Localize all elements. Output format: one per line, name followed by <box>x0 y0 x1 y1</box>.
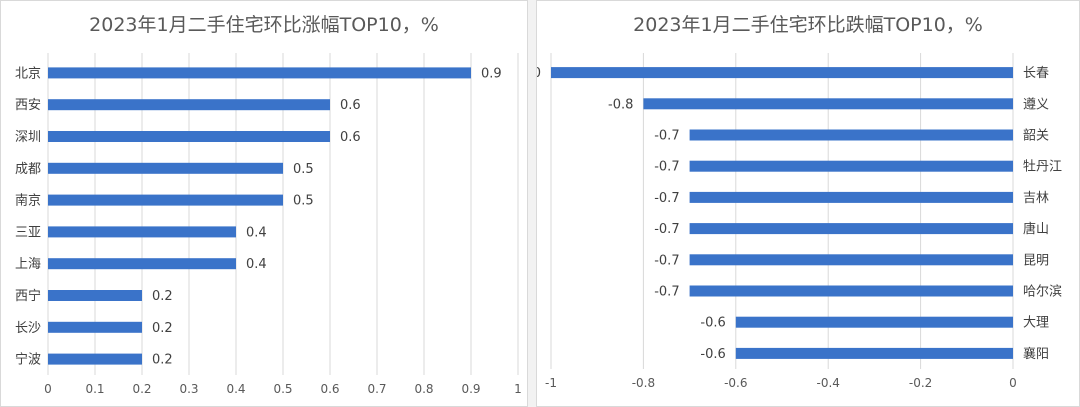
data-label: 0.9 <box>481 66 502 81</box>
category-label: 上海 <box>15 257 41 272</box>
data-label: 0.4 <box>246 257 267 272</box>
data-label: -0.7 <box>654 160 679 175</box>
data-label: 0.5 <box>293 194 314 209</box>
bar <box>689 129 1013 141</box>
category-label: 唐山 <box>1023 221 1049 237</box>
category-label: 西宁 <box>15 288 41 304</box>
increase-chart: 2023年1月二手住宅环比涨幅TOP10，% 0 0.1 0.2 0.3 0.4 0.5 0… <box>15 14 522 396</box>
data-label: -0.7 <box>654 129 679 144</box>
chart-panel-decrease: 2023年1月二手住宅环比跌幅TOP10，% -1 -0.8 -0.6 -0.4 -0.… <box>536 0 1080 407</box>
x-tick-label: 0.3 <box>179 382 198 396</box>
bar <box>689 285 1013 297</box>
x-tick-label: -0.4 <box>816 376 839 390</box>
data-label: -1.0 <box>537 66 541 81</box>
chart-title: 2023年1月二手住宅环比跌幅TOP10，% <box>633 14 983 36</box>
bar <box>735 316 1013 328</box>
data-label: 0.2 <box>152 353 173 368</box>
x-tick-label: -0.6 <box>724 376 747 390</box>
bar <box>48 194 283 206</box>
bar <box>689 223 1013 235</box>
data-label: -0.6 <box>700 347 725 362</box>
x-tick-label: 0.1 <box>85 382 104 396</box>
x-tick-label: 0.6 <box>320 382 339 396</box>
data-label: 0.2 <box>152 321 173 336</box>
category-label: 三亚 <box>15 225 41 240</box>
bar <box>689 191 1013 203</box>
category-label: 宁波 <box>15 352 41 368</box>
x-tick-label: 1 <box>514 382 522 396</box>
data-label: 0.6 <box>340 98 361 113</box>
decrease-chart: 2023年1月二手住宅环比跌幅TOP10，% -1 -0.8 -0.6 -0.4 -0.… <box>537 14 1062 390</box>
data-label: -0.7 <box>654 191 679 206</box>
x-tick-label: 0 <box>1009 376 1017 390</box>
x-tick-label: -0.8 <box>632 376 655 390</box>
category-label: 西安 <box>15 98 41 113</box>
bar <box>48 258 236 270</box>
bar <box>48 290 142 301</box>
data-label: 0.5 <box>293 162 314 177</box>
category-label: 南京 <box>15 193 41 209</box>
x-tick-label: 0.4 <box>226 382 245 396</box>
data-label: -0.6 <box>700 316 725 331</box>
bar <box>48 67 471 79</box>
category-label: 长沙 <box>15 321 41 336</box>
x-tick-label: -0.2 <box>909 376 932 390</box>
bar <box>48 131 330 142</box>
chart-panel-increase: 2023年1月二手住宅环比涨幅TOP10，% 0 0.1 0.2 0.3 0.4 0.5 0… <box>0 0 528 407</box>
data-label: -0.8 <box>608 97 633 112</box>
category-label: 韶关 <box>1023 128 1049 144</box>
x-tick-label: -1 <box>545 376 557 390</box>
category-label: 襄阳 <box>1023 346 1049 362</box>
data-label: 0.2 <box>152 289 173 304</box>
category-label: 牡丹江 <box>1023 160 1062 175</box>
data-label: -0.7 <box>654 222 679 237</box>
category-label: 成都 <box>15 162 41 177</box>
panel-divider <box>528 0 536 407</box>
chart-title: 2023年1月二手住宅环比涨幅TOP10，% <box>89 14 439 36</box>
category-label: 吉林 <box>1023 191 1049 206</box>
data-label: -0.7 <box>654 285 679 300</box>
category-label: 大理 <box>1023 316 1049 331</box>
x-tick-label: 0.7 <box>367 382 386 396</box>
bar <box>689 160 1013 172</box>
x-tick-label: 0 <box>44 382 52 396</box>
bar <box>48 353 142 365</box>
x-tick-label: 0.5 <box>273 382 292 396</box>
bar <box>551 67 1013 79</box>
category-label: 昆明 <box>1023 253 1049 268</box>
data-label: -0.7 <box>654 253 679 268</box>
bar <box>643 98 1013 110</box>
x-tick-label: 0.2 <box>132 382 151 396</box>
category-label: 哈尔滨 <box>1023 284 1062 300</box>
data-label: 0.4 <box>246 225 267 240</box>
data-label: 0.6 <box>340 130 361 145</box>
category-label: 北京 <box>15 66 41 81</box>
bar <box>48 99 330 111</box>
bar <box>48 226 236 238</box>
category-label: 深圳 <box>15 130 41 145</box>
category-label: 长春 <box>1023 66 1049 81</box>
bar <box>735 347 1013 359</box>
bar <box>48 162 283 174</box>
x-tick-label: 0.8 <box>414 382 433 396</box>
bar <box>48 321 142 333</box>
x-tick-label: 0.9 <box>461 382 480 396</box>
bar <box>689 254 1013 266</box>
category-label: 遵义 <box>1023 96 1049 112</box>
